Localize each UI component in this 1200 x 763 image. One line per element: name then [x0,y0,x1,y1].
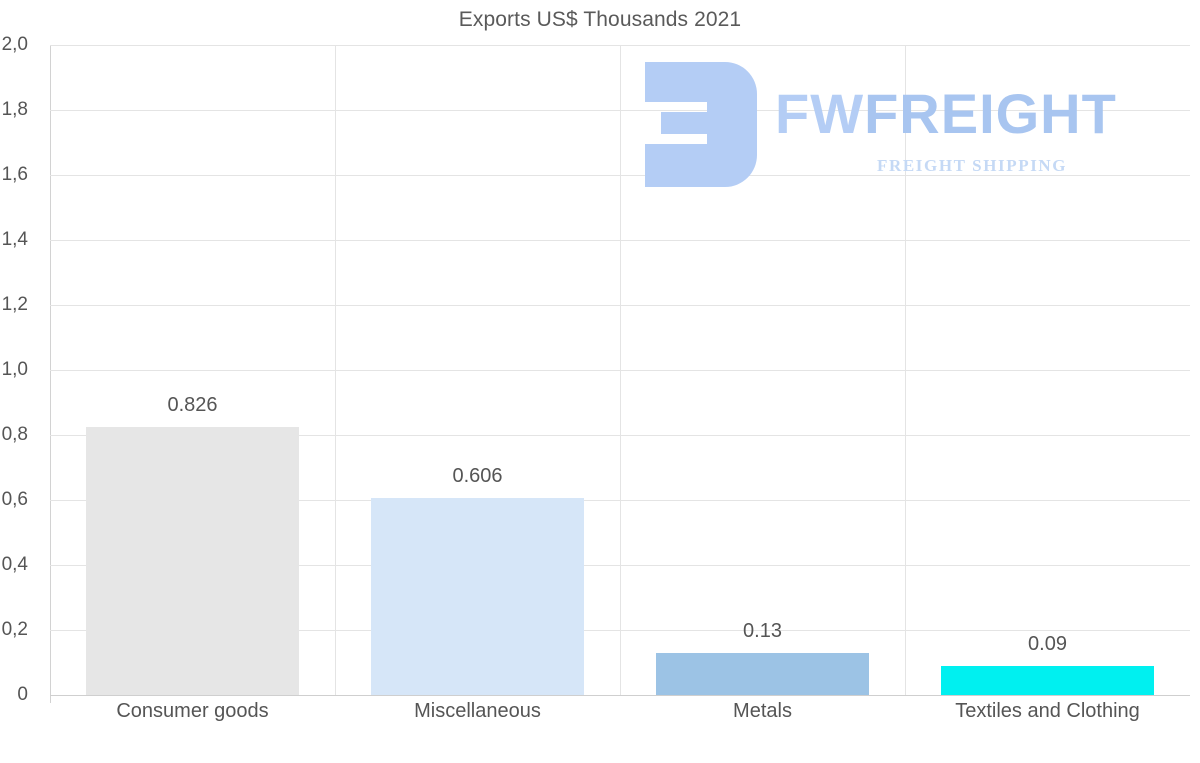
bar-group: 0.826 [85,45,300,695]
x-axis-category-label: Metals [733,700,792,722]
bar[interactable] [655,652,870,695]
x-axis-category-label: Consumer goods [116,700,269,722]
bar-group: 0.606 [370,45,585,695]
y-axis-tick-label: 0,6 [1,489,28,510]
x-axis-labels: Consumer goods Miscellaneous Metals Textile… [50,700,1190,745]
x-axis-category-label: Textiles and Clothing [955,700,1140,722]
y-axis-tick-label: 0 [17,684,28,705]
gridline-vertical [620,45,621,695]
y-axis-tick-label: 1,4 [1,229,28,250]
y-axis-tick-label: 1,6 [1,164,28,185]
gridline-vertical [905,45,906,695]
bar-group: 0.13 [655,45,870,695]
chart-title: Exports US$ Thousands 2021 [458,8,742,31]
bars: 0.826 0.606 0.13 0.09 [50,45,1190,695]
bar[interactable] [370,498,585,695]
bar-group: 0.09 [940,45,1155,695]
y-axis-tick-label: 1,0 [1,359,28,380]
y-axis-tick-label: 1,2 [1,294,28,315]
plot-area: 0 0,2 0,4 0,6 0,8 1,0 1,2 1,4 1,6 1,8 2,0 0.826 0.6… [2,34,1190,705]
y-axis-line [50,45,51,703]
y-axis-tick-label: 1,8 [1,99,28,120]
bar[interactable] [85,426,300,695]
bar[interactable] [940,665,1155,695]
bar-value-label: 0.606 [452,465,503,488]
gridline-horizontal [50,695,1190,696]
bar-value-label: 0.826 [167,393,218,416]
bar-value-label: 0.09 [1028,632,1067,655]
y-axis-tick-label: 0,8 [1,424,28,445]
gridline-vertical [335,45,336,695]
x-axis-category-label: Miscellaneous [414,700,541,722]
bar-value-label: 0.13 [743,619,782,642]
y-axis-tick-label: 0,2 [1,619,28,640]
y-axis-tick-label: 0,4 [1,554,28,575]
y-axis-tick-label: 2,0 [1,34,28,55]
